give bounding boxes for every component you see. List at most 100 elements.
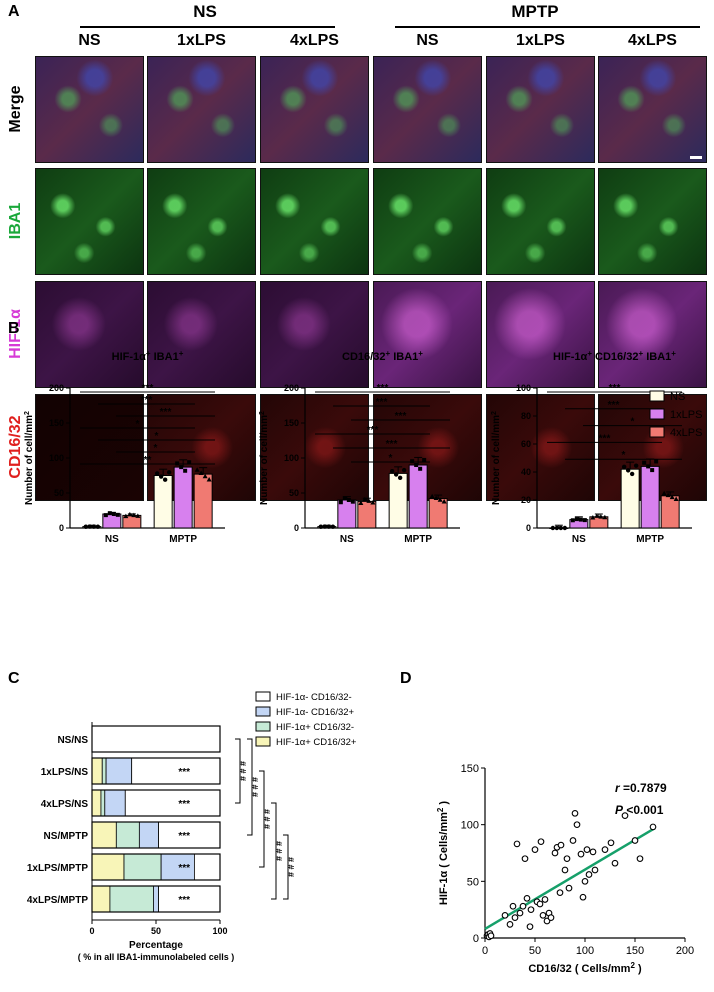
legend-label: HIF-1α+ CD16/32+ xyxy=(276,737,357,748)
sig-label: *** xyxy=(367,425,379,436)
data-point xyxy=(565,884,573,892)
sig-label: *** xyxy=(178,799,190,810)
data-point xyxy=(598,514,604,519)
sig-label: *** xyxy=(376,397,388,408)
data-point xyxy=(342,496,347,501)
y-tick-label: 100 xyxy=(49,453,64,463)
data-point xyxy=(509,902,517,910)
data-point xyxy=(516,909,524,917)
chart-title: HIF-1α+ CD16/32+ IBA1+ xyxy=(553,349,676,364)
data-point xyxy=(135,513,141,518)
y-tick-label: 100 xyxy=(284,453,299,463)
bracket xyxy=(283,834,289,900)
bar xyxy=(388,472,408,529)
y-axis-label: Number of cell/mm2 xyxy=(491,411,503,505)
data-point xyxy=(187,460,192,465)
data-point xyxy=(539,911,547,919)
data-point xyxy=(574,517,579,522)
stack-segment xyxy=(158,885,221,913)
bracket-label: # # # xyxy=(238,761,248,781)
bar xyxy=(122,514,142,529)
category-label: 4xLPS/NS xyxy=(41,799,89,810)
y-tick-label: 100 xyxy=(516,383,531,393)
micrograph-tile xyxy=(35,168,144,275)
data-point xyxy=(583,846,591,853)
micrograph-tile xyxy=(598,56,707,163)
data-point xyxy=(410,459,415,464)
data-point xyxy=(83,524,89,529)
group-header-mptp: MPTP xyxy=(511,2,559,21)
sig-label: * xyxy=(622,450,626,461)
data-point xyxy=(558,525,564,531)
x-tick-label: NS xyxy=(572,534,586,545)
micrograph-tile xyxy=(373,56,482,163)
bar xyxy=(173,466,193,529)
data-point xyxy=(554,525,560,531)
data-point xyxy=(625,468,631,473)
y-tick-label: 20 xyxy=(521,495,531,505)
data-point xyxy=(358,500,364,505)
category-label: 4xLPS/MPTP xyxy=(27,895,88,906)
data-point xyxy=(95,524,101,529)
micrograph-tile xyxy=(147,281,256,388)
stack-segment xyxy=(91,821,117,849)
micrograph-tile xyxy=(260,168,369,275)
data-point xyxy=(202,473,208,479)
data-point xyxy=(131,512,137,518)
data-point xyxy=(487,932,495,940)
data-point xyxy=(326,524,332,529)
data-point xyxy=(194,467,200,472)
stack-segment xyxy=(131,757,221,785)
panel-b-charts: HIF-1α+ IBA1+ Number of cell/mm2 0 50 100 150… xyxy=(24,349,703,546)
x-axis-sublabel: ( % in all IBA1-immunolabeled cells ) xyxy=(78,952,235,962)
data-point xyxy=(521,855,529,863)
bracket-label: # # # xyxy=(286,857,296,877)
legend-swatch xyxy=(255,736,271,747)
data-point xyxy=(318,524,324,529)
data-point xyxy=(154,471,160,476)
y-tick-label: 50 xyxy=(54,488,64,498)
sig-label: *** xyxy=(178,863,190,874)
panel-c-chart: NS/NS 1xLPS/NS *** 4xLPS/NS *** NS/MPTP *** 1xL… xyxy=(27,691,357,962)
legend-swatch xyxy=(649,408,665,420)
data-point xyxy=(602,514,608,520)
panel-c-letter: C xyxy=(8,670,20,687)
data-point xyxy=(570,518,575,523)
data-point xyxy=(611,859,619,867)
y-tick-label: 150 xyxy=(49,418,64,428)
x-tick-label: 0 xyxy=(89,926,94,936)
data-point xyxy=(547,914,555,921)
data-point xyxy=(91,524,97,529)
legend-swatch xyxy=(255,721,271,732)
stack-segment xyxy=(101,757,107,785)
data-point xyxy=(418,466,423,471)
sig-label: *** xyxy=(142,383,154,394)
group-line-ns xyxy=(80,26,335,28)
data-point xyxy=(577,850,585,858)
x-tick-label: MPTP xyxy=(636,534,664,545)
sig-label: *** xyxy=(395,411,407,422)
stack-segment xyxy=(153,885,159,913)
micrograph-tile xyxy=(486,168,595,275)
category-label: NS/NS xyxy=(57,735,88,746)
data-point xyxy=(123,513,129,519)
bracket xyxy=(271,802,277,900)
data-point xyxy=(550,525,556,531)
data-point xyxy=(107,511,112,516)
p-value: P <0.001 xyxy=(615,803,664,817)
data-point xyxy=(633,463,639,468)
bracket-label: # # # xyxy=(262,809,272,829)
column-header: 1xLPS xyxy=(516,32,565,49)
legend-label: HIF-1α- CD16/32+ xyxy=(276,707,355,718)
x-tick-label: 50 xyxy=(529,945,541,957)
sig-label: *** xyxy=(160,407,172,418)
chart-title: HIF-1α+ IBA1+ xyxy=(112,349,184,364)
data-point xyxy=(621,464,627,470)
stack-segment xyxy=(138,821,159,849)
data-point xyxy=(673,496,679,502)
data-point xyxy=(631,837,639,844)
y-tick-label: 40 xyxy=(521,467,531,477)
data-point xyxy=(563,855,571,863)
stack-segment xyxy=(91,725,221,753)
bar xyxy=(153,475,173,529)
